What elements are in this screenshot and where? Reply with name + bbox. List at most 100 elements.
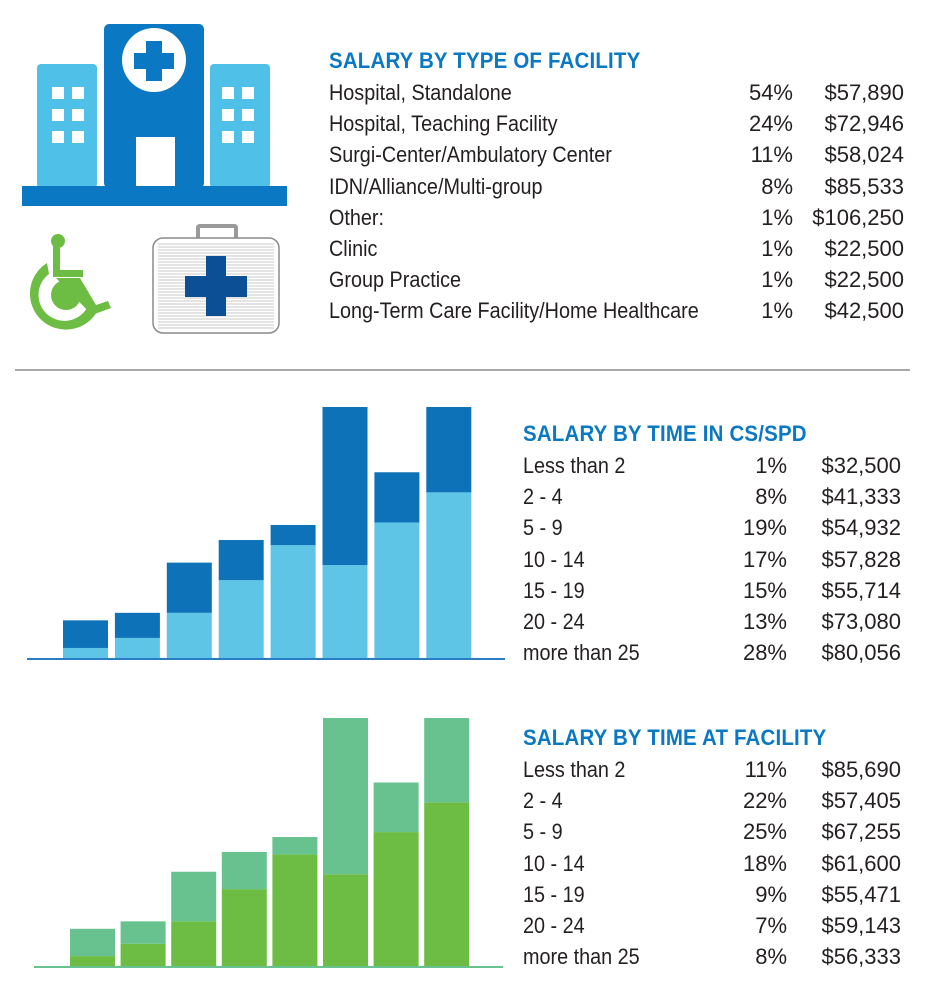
bar-5-top-segment bbox=[270, 524, 316, 546]
row-salary: $32,500 bbox=[821, 453, 901, 478]
row-label: 2 - 4 bbox=[523, 484, 563, 510]
table-row: Hospital, Teaching Facility 24% $72,946 bbox=[329, 108, 904, 139]
table-row: Less than 2 1% $32,500 bbox=[523, 450, 901, 481]
bar-5-bottom-segment bbox=[272, 854, 318, 966]
row-salary: $85,533 bbox=[824, 173, 904, 199]
row-percent: 8% bbox=[761, 173, 793, 199]
bar-6-bottom-segment bbox=[322, 565, 368, 658]
bar-7-top-segment bbox=[374, 472, 420, 523]
bar-1-bottom-segment bbox=[63, 647, 108, 658]
row-label: 10 - 14 bbox=[523, 850, 585, 876]
row-percent: 18% bbox=[742, 850, 787, 876]
section-divider bbox=[15, 369, 910, 371]
cs-spd-section-title: SALARY BY TIME IN CS/SPD bbox=[523, 421, 807, 446]
row-salary: $57,405 bbox=[821, 788, 901, 814]
row-label: Hospital, Teaching Facility bbox=[329, 111, 558, 137]
table-row: 2 - 4 8% $41,333 bbox=[523, 481, 901, 512]
row-label: 2 - 4 bbox=[523, 788, 563, 814]
row-salary: $80,056 bbox=[821, 640, 901, 666]
at-facility-section-title: SALARY BY TIME AT FACILITY bbox=[523, 725, 827, 750]
row-percent: 22% bbox=[742, 788, 787, 814]
row-label: Less than 2 bbox=[523, 757, 626, 782]
row-label: more than 25 bbox=[523, 944, 640, 970]
row-percent: 9% bbox=[755, 881, 787, 907]
row-percent: 25% bbox=[742, 819, 787, 845]
table-row: 20 - 24 13% $73,080 bbox=[523, 606, 901, 637]
row-salary: $57,828 bbox=[821, 546, 901, 572]
bar-8-bottom-segment bbox=[424, 802, 470, 966]
row-salary: $58,024 bbox=[824, 142, 904, 168]
row-label: 15 - 19 bbox=[523, 881, 585, 907]
row-percent: 8% bbox=[755, 944, 787, 970]
row-label: 20 - 24 bbox=[523, 609, 585, 634]
row-salary: $54,932 bbox=[821, 515, 901, 541]
table-row: Surgi-Center/Ambulatory Center 11% $58,024 bbox=[329, 139, 904, 170]
table-row: Long-Term Care Facility/Home Healthcare 1… bbox=[329, 295, 904, 326]
row-salary: $22,500 bbox=[824, 236, 904, 261]
table-row: Other: 1% $106,250 bbox=[329, 202, 904, 233]
table-row: 20 - 24 7% $59,143 bbox=[523, 910, 901, 941]
table-row: Group Practice 1% $22,500 bbox=[329, 264, 904, 295]
bar-4-bottom-segment bbox=[221, 889, 267, 966]
bar-2-bottom-segment bbox=[114, 637, 160, 658]
row-percent: 13% bbox=[742, 609, 787, 634]
row-percent: 1% bbox=[761, 204, 793, 230]
table-row: 10 - 14 18% $61,600 bbox=[523, 848, 901, 879]
bar-8-bottom-segment bbox=[426, 492, 472, 658]
wheelchair-icon bbox=[29, 234, 111, 330]
bar-8-top-segment bbox=[424, 718, 470, 803]
row-percent: 19% bbox=[742, 515, 787, 541]
bar-4-bottom-segment bbox=[218, 580, 264, 658]
row-percent: 1% bbox=[761, 267, 793, 293]
facility-section-title: SALARY BY TYPE OF FACILITY bbox=[329, 48, 641, 73]
row-label: Other: bbox=[329, 204, 385, 230]
row-percent: 28% bbox=[742, 640, 787, 666]
row-label: Hospital, Standalone bbox=[329, 80, 512, 105]
row-salary: $22,500 bbox=[824, 267, 904, 293]
row-salary: $55,471 bbox=[821, 881, 901, 907]
table-row: Less than 2 11% $85,690 bbox=[523, 754, 901, 785]
row-label: Clinic bbox=[329, 236, 378, 261]
row-salary: $67,255 bbox=[821, 819, 901, 845]
table-row: 5 - 9 19% $54,932 bbox=[523, 512, 901, 543]
row-salary: $42,500 bbox=[824, 298, 904, 324]
row-percent: 11% bbox=[750, 142, 793, 168]
row-percent: 24% bbox=[748, 111, 793, 137]
row-label: 5 - 9 bbox=[523, 515, 563, 541]
row-salary: $106,250 bbox=[812, 204, 904, 230]
bar-5-bottom-segment bbox=[270, 545, 316, 658]
row-salary: $41,333 bbox=[821, 484, 901, 510]
row-percent: 1% bbox=[761, 298, 793, 324]
row-percent: 54% bbox=[748, 80, 793, 105]
hospital-building-icon bbox=[22, 24, 287, 206]
bar-6-top-segment bbox=[322, 407, 368, 566]
row-percent: 1% bbox=[761, 236, 793, 261]
bar-1-top-segment bbox=[63, 620, 108, 648]
bar-2-top-segment bbox=[120, 921, 166, 944]
bar-6-top-segment bbox=[323, 718, 368, 875]
row-label: Less than 2 bbox=[523, 453, 626, 478]
row-percent: 17% bbox=[742, 546, 787, 572]
row-label: 10 - 14 bbox=[523, 546, 585, 572]
row-salary: $61,600 bbox=[821, 850, 901, 876]
row-label: IDN/Alliance/Multi-group bbox=[329, 173, 543, 199]
row-salary: $57,890 bbox=[824, 80, 904, 105]
row-label: 5 - 9 bbox=[523, 819, 563, 845]
bar-7-top-segment bbox=[373, 782, 419, 833]
table-row: 10 - 14 17% $57,828 bbox=[523, 544, 901, 575]
row-label: more than 25 bbox=[523, 640, 640, 666]
table-row: more than 25 28% $80,056 bbox=[523, 637, 901, 668]
table-row: more than 25 8% $56,333 bbox=[523, 941, 901, 972]
bar-3-top-segment bbox=[166, 562, 212, 613]
bar-7-bottom-segment bbox=[374, 522, 420, 658]
table-row: 15 - 19 15% $55,714 bbox=[523, 575, 901, 606]
row-label: 15 - 19 bbox=[523, 577, 585, 603]
row-salary: $72,946 bbox=[824, 111, 904, 137]
bar-1-bottom-segment bbox=[70, 956, 115, 966]
bar-6-bottom-segment bbox=[323, 874, 368, 966]
table-row: IDN/Alliance/Multi-group 8% $85,533 bbox=[329, 171, 904, 202]
bar-3-top-segment bbox=[171, 871, 217, 922]
